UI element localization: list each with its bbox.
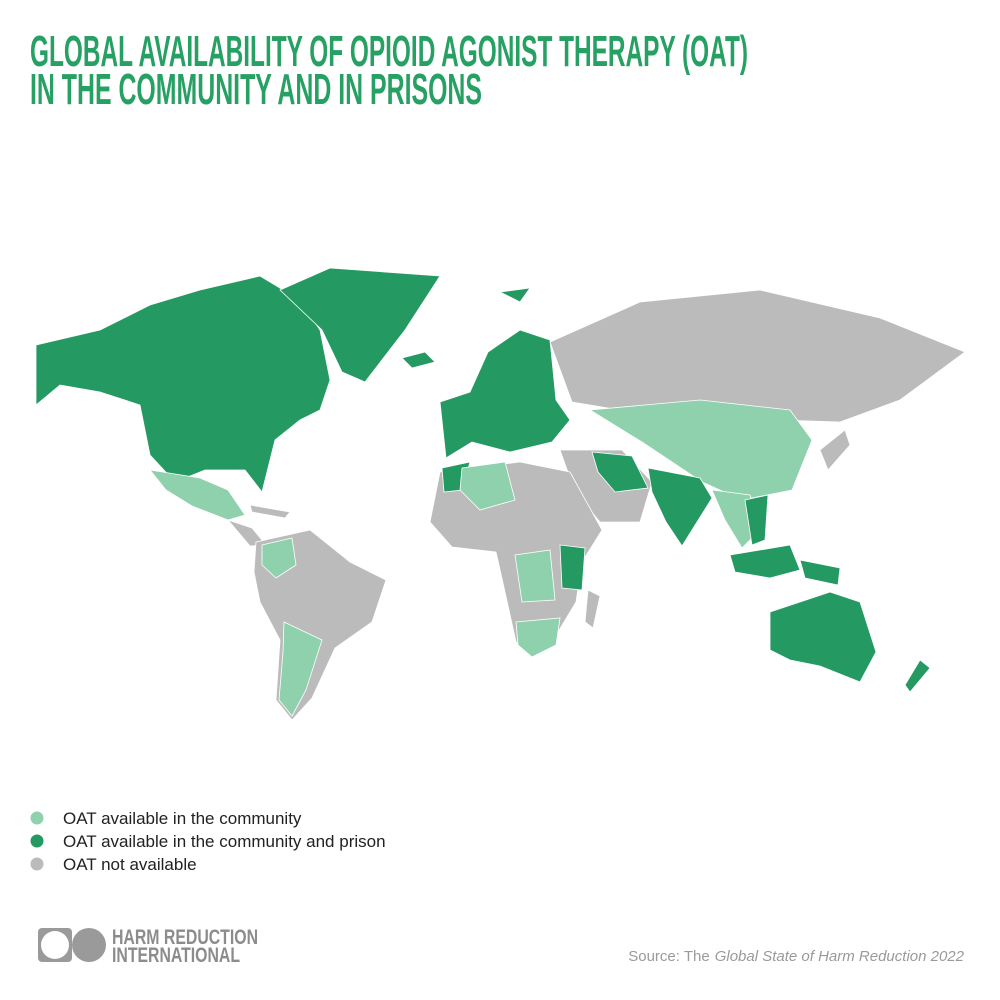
- logo-text: HARM REDUCTION: [112, 926, 258, 949]
- region: [819, 429, 851, 471]
- legend-swatch: [30, 834, 44, 848]
- region: [904, 659, 931, 693]
- legend-label: OAT available in the community and priso…: [63, 832, 386, 851]
- region: [591, 451, 649, 493]
- region: [559, 544, 586, 591]
- logo-text: INTERNATIONAL: [112, 944, 240, 967]
- region: [514, 549, 556, 603]
- region: [459, 461, 516, 511]
- region: [149, 469, 246, 521]
- region: [744, 494, 769, 546]
- legend-label: OAT available in the community: [63, 809, 302, 828]
- region: [729, 544, 801, 579]
- legend-swatch: [30, 857, 44, 871]
- source-prefix: Source: The: [628, 948, 709, 965]
- title-line: GLOBAL AVAILABILITY OF OPIOID AGONIST TH…: [30, 27, 748, 76]
- region: [278, 621, 323, 717]
- region: [799, 559, 841, 586]
- logo-mark: [38, 928, 106, 962]
- region: [647, 467, 713, 547]
- legend-swatch: [30, 811, 44, 825]
- region: [261, 537, 297, 579]
- region: [439, 329, 571, 459]
- title-line: IN THE COMMUNITY AND IN PRISONS: [30, 65, 482, 114]
- legend: OAT available in the community OAT availa…: [30, 809, 386, 874]
- region: [584, 589, 601, 629]
- region: [35, 275, 331, 493]
- region: [549, 289, 966, 423]
- region: [249, 504, 291, 519]
- source-title: Global State of Harm Reduction 2022: [715, 948, 965, 965]
- region: [515, 617, 561, 658]
- legend-label: OAT not available: [63, 855, 197, 874]
- region: [401, 351, 436, 369]
- source: Source: The Global State of Harm Reductio…: [628, 948, 964, 965]
- region: [498, 287, 531, 303]
- region: [769, 591, 877, 683]
- region: [279, 267, 441, 383]
- world-map: [35, 267, 966, 721]
- region: [588, 399, 813, 501]
